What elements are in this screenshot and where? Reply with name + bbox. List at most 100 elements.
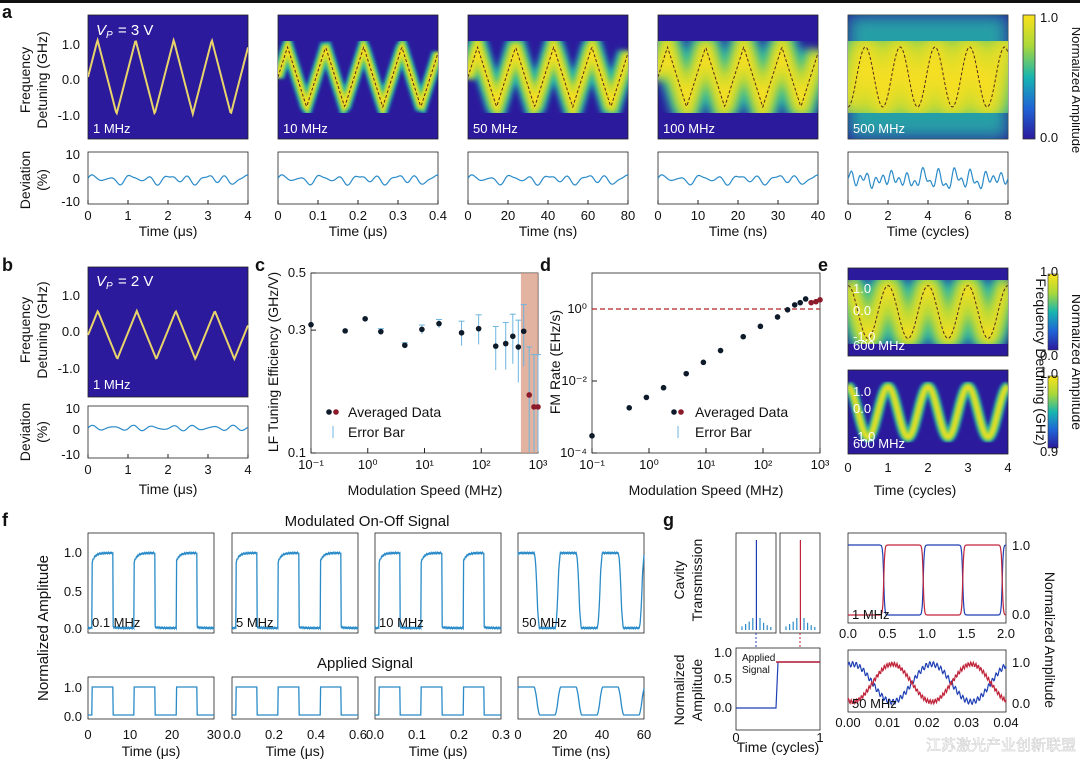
panel-label-c: c <box>255 255 265 275</box>
panel-d-point <box>683 370 690 377</box>
panel-f-applied-line <box>375 686 501 716</box>
panel-d-xtick-label: 10² <box>754 457 773 472</box>
panel-e-xtick-label: 1 <box>884 460 891 475</box>
panel-b-ytick-top-1: 1.0 <box>62 288 80 303</box>
panel-f-applied-line <box>232 686 358 716</box>
panel-g-right-red-line <box>847 544 1007 616</box>
panel-b-tag: 1 MHz <box>93 377 131 392</box>
panel-a-fit-line <box>658 45 818 109</box>
panel-c-point <box>342 328 348 334</box>
panel-f-xtick-label: 20 <box>553 727 567 742</box>
panel-a-xtick-label: 3 <box>204 208 211 223</box>
panel-a-deviation-line <box>847 166 1009 190</box>
panel-c-point <box>535 404 541 410</box>
panel-a-xtick-label: 10 <box>691 208 705 223</box>
panel-a-xtick-label: 2 <box>884 208 891 223</box>
panel-f-tag: 5 MHz <box>236 615 274 630</box>
panel-a-heatmap-trace <box>278 27 438 127</box>
panel-f-tag: 50 MHz <box>522 615 567 630</box>
panel-c-point <box>308 321 314 328</box>
panel-f-xtick-label: 0 <box>84 727 91 742</box>
panel-c-point <box>520 328 527 335</box>
panel-f-xtick-label: 0.4 <box>307 727 325 742</box>
panel-d-xtick-label: 10⁻¹ <box>579 457 605 472</box>
panel-d-ylabel: FM Rate (EHz/s) <box>547 310 563 414</box>
panel-f-tag: 10 MHz <box>379 615 424 630</box>
panel-a-fit-line <box>278 45 438 109</box>
panel-d-point <box>817 297 823 303</box>
panel-b-deviation-line <box>87 424 249 432</box>
panel-e-cbar-top-max: 1.0 <box>1040 264 1058 279</box>
panel-a-fit-line <box>88 36 248 118</box>
panel-g-right-tag: 50 MHz <box>852 696 897 711</box>
panel-g-inset-text-2: Signal <box>742 665 770 676</box>
panel-g-right-ytick: 1.0 <box>1012 538 1030 553</box>
panel-a-xlabel: Time (cycles) <box>887 223 970 239</box>
panel-g-right-ylabel: Normalized Amplitude <box>1042 572 1058 708</box>
panel-d-point <box>626 405 633 411</box>
panel-g-left-xtick: 0 <box>732 730 739 745</box>
panel-g-right-xtick: 1.5 <box>957 626 975 641</box>
panel-d-point <box>802 296 809 302</box>
panel-b-ylabel-bottom-2: (%) <box>34 421 50 443</box>
panel-f-xlabel: Time (μs) <box>409 743 468 759</box>
panel-d-point <box>717 347 724 354</box>
panel-a-heatmap-trace <box>468 15 628 139</box>
panel-g-right-ytick: 0.0 <box>1012 607 1030 622</box>
panel-a-ytick-top-2: 0.0 <box>62 72 80 87</box>
panel-g-right-xtick: 0.0 <box>839 626 857 641</box>
panel-e-ytick-label: 0.0 <box>853 303 871 318</box>
panel-e-xtick-label: 4 <box>1004 460 1011 475</box>
panel-a-xtick-label: 80 <box>621 208 635 223</box>
panel-label-e: e <box>818 255 828 275</box>
panel-a-colorbar-tick-min: 0.0 <box>1040 130 1058 145</box>
panel-f-xtick-label: 0.2 <box>265 727 283 742</box>
panel-a-heatmap-trace <box>88 36 248 118</box>
panel-g-right-xtick: 0.01 <box>875 715 900 730</box>
panel-d-point <box>643 394 650 401</box>
panel-a-xtick-label: 1 <box>124 208 131 223</box>
panel-e-ylabel: Frequency Detuning (GHz) <box>1033 278 1049 445</box>
panel-f-modulated-line <box>374 550 502 631</box>
panel-d-point <box>740 333 747 340</box>
panel-d-xlabel: Modulation Speed (MHz) <box>629 482 784 498</box>
panel-e-heatmap-trace <box>848 381 1008 443</box>
panel-a-deviation-line <box>277 174 439 186</box>
panel-b-ytick-bottom-2: 0 <box>73 422 80 437</box>
panel-a-xtick-label: 8 <box>1004 208 1011 223</box>
panel-f-top-frame <box>517 532 645 634</box>
panel-g-right-frame <box>847 532 1007 624</box>
panel-b-deviation-frame <box>87 405 249 459</box>
panel-d-xtick-label: 10⁰ <box>639 457 659 472</box>
panel-g-right-blue-line <box>847 544 1007 616</box>
panel-a-xlabel: Time (μs) <box>329 223 388 239</box>
panel-f-xtick-label: 40 <box>595 727 609 742</box>
panel-f-ytick-label: 0.5 <box>64 584 82 599</box>
panel-f-top-frame <box>87 532 215 634</box>
panel-a-colorbar <box>1022 14 1036 140</box>
panel-d-ytick-label: 10⁻² <box>561 373 587 388</box>
panel-a-xtick-label: 0.2 <box>349 208 367 223</box>
panel-b-ytick-top-2: 0.0 <box>62 324 80 339</box>
panel-a-xtick-label: 0 <box>654 208 661 223</box>
panel-a-ylabel-top-1: Frequency <box>17 47 33 113</box>
panel-b-ylabel-top-1: Frequency <box>17 297 33 363</box>
panel-a-xtick-label: 0.1 <box>309 208 327 223</box>
panel-f-top-frame <box>374 532 502 634</box>
panel-g-left-ylabel-bottom-2: Amplitude <box>689 659 705 721</box>
panel-a-fit-line <box>468 45 628 109</box>
panel-f-modulated-line <box>517 550 645 631</box>
panel-a-heatmap-trace <box>848 15 1008 139</box>
panel-e-colorbar <box>1047 273 1059 351</box>
panel-a-tag: 500 MHz <box>853 121 905 136</box>
panel-a-xtick-label: 30 <box>771 208 785 223</box>
panel-a-xtick-label: 40 <box>541 208 555 223</box>
panel-g-inset-text-1: Applied <box>742 653 775 664</box>
panel-c-point <box>419 326 425 333</box>
panel-a-tag: 1 MHz <box>93 121 131 136</box>
panel-a-ytick-bottom-2: 0 <box>73 171 80 186</box>
panel-a-colorbar-label: Normalized Amplitude <box>1069 27 1080 153</box>
panel-c-point <box>531 404 537 410</box>
panel-f-tag: 0.1 MHz <box>92 615 140 630</box>
